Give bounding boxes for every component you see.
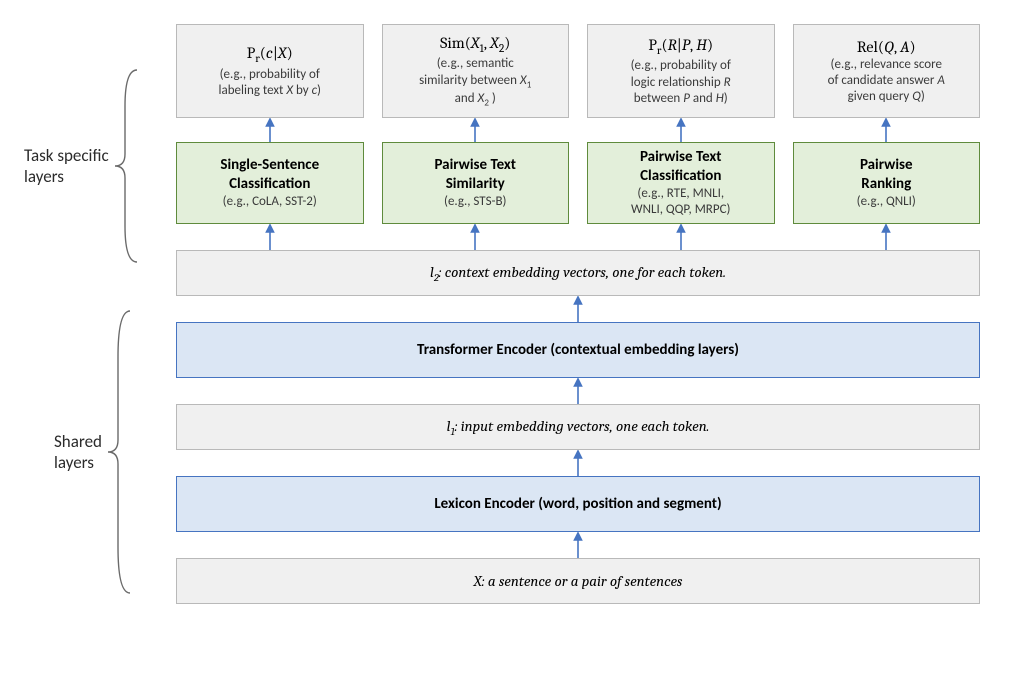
l1-text: l1: input embedding vectors, one each to… xyxy=(447,417,710,438)
task-example-2: (e.g., RTE, MNLI, WNLI, QQP, MRPC) xyxy=(631,186,730,219)
arrow-icon xyxy=(571,378,585,404)
task-title-0: Single-SentenceClassification xyxy=(220,156,319,194)
arrow-lexicon-to-l1 xyxy=(176,450,980,476)
arrow-transformer-to-l2 xyxy=(176,296,980,322)
label-task-specific-line1: Task specific xyxy=(24,145,109,166)
metric-formula-1: Sim(X1, X2) xyxy=(440,33,510,57)
arrow-icon xyxy=(674,224,688,250)
metric-box-0: Pr(c|X) (e.g., probability oflabeling te… xyxy=(176,24,364,118)
task-example-3: (e.g., QNLI) xyxy=(857,194,916,210)
transformer-text: Transformer Encoder (contextual embeddin… xyxy=(417,341,739,359)
arrow-icon xyxy=(879,118,893,142)
arrow-l1-to-transformer xyxy=(176,378,980,404)
arrow-icon xyxy=(674,118,688,142)
metric-formula-3: Rel(Q, A) xyxy=(857,37,916,57)
metric-desc-2: (e.g., probability oflogic relationship … xyxy=(631,58,731,107)
label-task-specific: Task specific layers xyxy=(24,76,143,256)
arrow-icon xyxy=(468,224,482,250)
metric-formula-0: Pr(c|X) xyxy=(247,43,293,67)
lexicon-box: Lexicon Encoder (word, position and segm… xyxy=(176,476,980,532)
task-box-2: Pairwise TextClassification (e.g., RTE, … xyxy=(587,142,775,224)
metric-box-1: Sim(X1, X2) (e.g., semanticsimilarity be… xyxy=(382,24,570,118)
label-shared: Shared layers xyxy=(54,312,136,592)
label-shared-text: Shared layers xyxy=(54,431,102,474)
arrow-icon xyxy=(571,532,585,558)
task-example-1: (e.g., STS-B) xyxy=(444,194,506,210)
input-box: X: a sentence or a pair of sentences xyxy=(176,558,980,604)
arrow-row-tasks-to-metrics xyxy=(176,118,980,142)
label-task-specific-text: Task specific layers xyxy=(24,145,109,188)
l2-text: l2: context embedding vectors, one for e… xyxy=(430,263,726,284)
arrow-icon xyxy=(263,224,277,250)
diagram-root: Pr(c|X) (e.g., probability oflabeling te… xyxy=(176,24,980,604)
task-title-2: Pairwise TextClassification xyxy=(640,148,722,186)
metric-box-3: Rel(Q, A) (e.g., relevance scoreof candi… xyxy=(793,24,981,118)
task-box-1: Pairwise TextSimilarity (e.g., STS-B) xyxy=(382,142,570,224)
arrow-row-l2-to-tasks xyxy=(176,224,980,250)
arrow-icon xyxy=(571,450,585,476)
transformer-box: Transformer Encoder (contextual embeddin… xyxy=(176,322,980,378)
l1-box: l1: input embedding vectors, one each to… xyxy=(176,404,980,450)
brace-task-specific xyxy=(109,66,143,266)
task-title-1: Pairwise TextSimilarity xyxy=(434,156,516,194)
brace-shared xyxy=(102,307,136,597)
tasks-row: Single-SentenceClassification (e.g., CoL… xyxy=(176,142,980,224)
lexicon-text: Lexicon Encoder (word, position and segm… xyxy=(434,495,721,513)
task-box-0: Single-SentenceClassification (e.g., CoL… xyxy=(176,142,364,224)
task-title-3: PairwiseRanking xyxy=(860,156,913,194)
arrow-icon xyxy=(879,224,893,250)
label-shared-line1: Shared xyxy=(54,431,102,452)
metrics-row: Pr(c|X) (e.g., probability oflabeling te… xyxy=(176,24,980,118)
arrow-icon xyxy=(571,296,585,322)
metric-box-2: Pr(R|P, H) (e.g., probability oflogic re… xyxy=(587,24,775,118)
label-shared-line2: layers xyxy=(54,452,94,473)
metric-desc-1: (e.g., semanticsimilarity between X1and … xyxy=(419,56,531,109)
metric-formula-2: Pr(R|P, H) xyxy=(648,35,713,59)
arrow-icon xyxy=(468,118,482,142)
metric-desc-0: (e.g., probability oflabeling text X by … xyxy=(219,67,321,100)
l2-box: l2: context embedding vectors, one for e… xyxy=(176,250,980,296)
input-text: X: a sentence or a pair of sentences xyxy=(474,572,683,590)
metric-desc-3: (e.g., relevance scoreof candidate answe… xyxy=(828,57,945,106)
task-box-3: PairwiseRanking (e.g., QNLI) xyxy=(793,142,981,224)
arrow-input-to-lexicon xyxy=(176,532,980,558)
arrow-icon xyxy=(263,118,277,142)
label-task-specific-line2: layers xyxy=(24,166,64,187)
task-example-0: (e.g., CoLA, SST-2) xyxy=(223,194,317,210)
